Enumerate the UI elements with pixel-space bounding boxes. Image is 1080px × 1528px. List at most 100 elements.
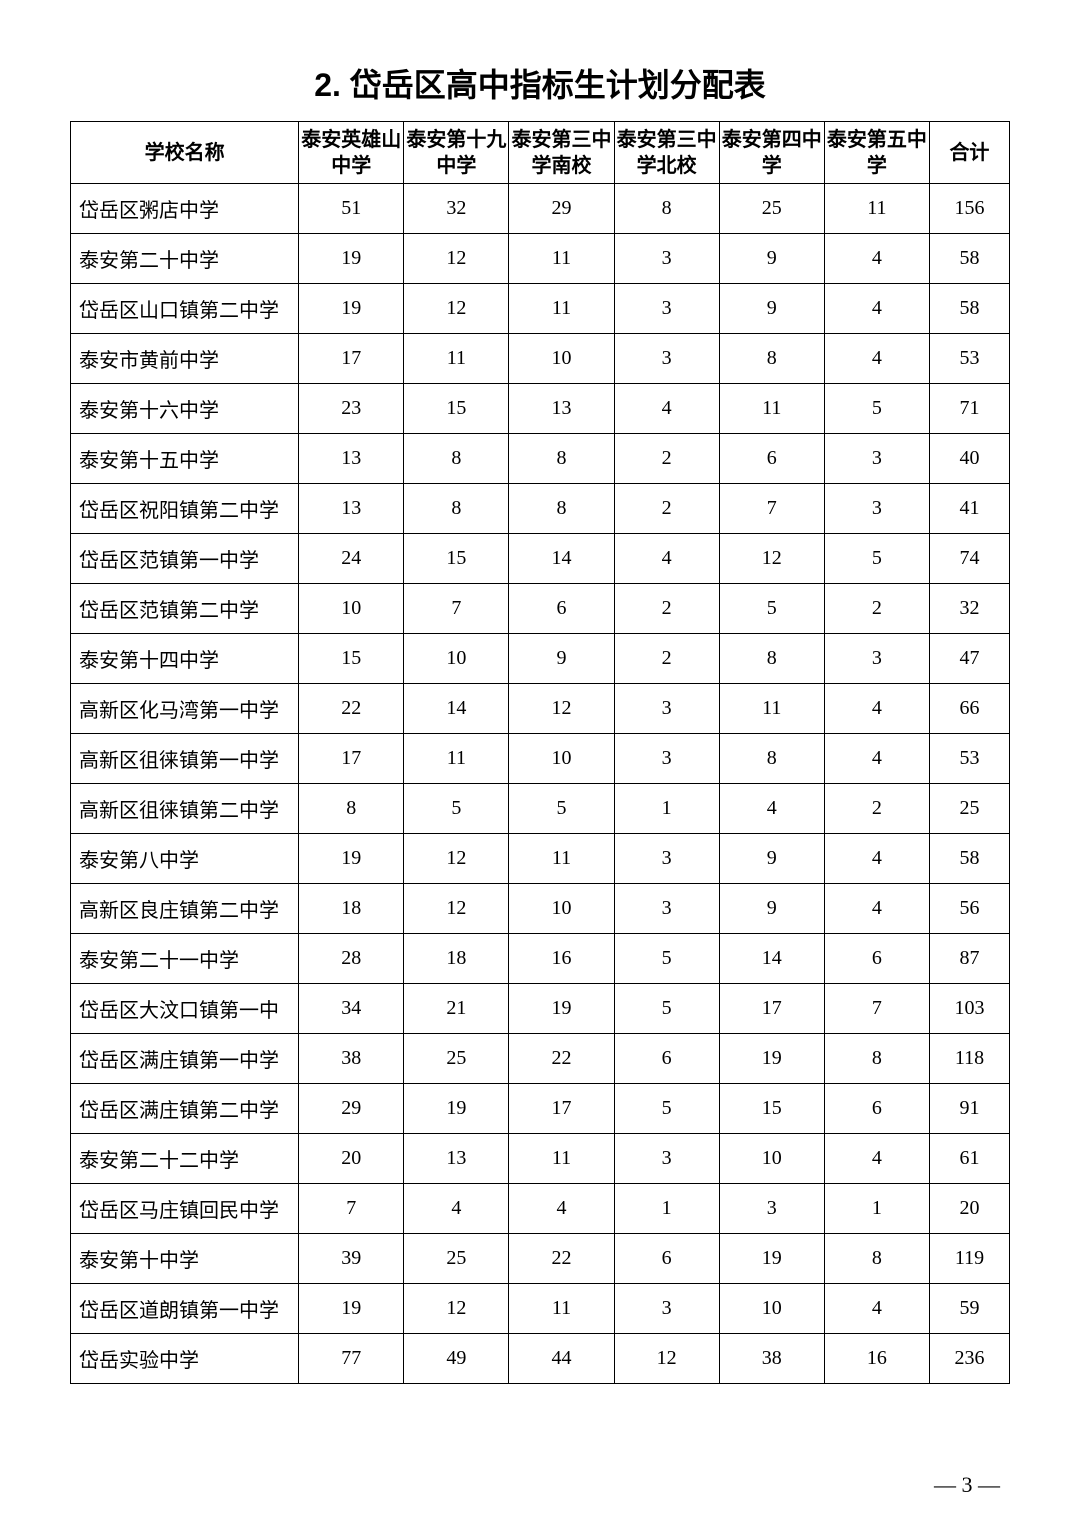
- value-cell: 12: [719, 534, 824, 584]
- value-cell: 3: [614, 234, 719, 284]
- value-cell: 4: [824, 334, 929, 384]
- value-cell: 5: [509, 784, 614, 834]
- value-cell: 10: [719, 1134, 824, 1184]
- value-cell: 58: [929, 284, 1009, 334]
- value-cell: 10: [299, 584, 404, 634]
- school-name-cell: 岱岳区满庄镇第二中学: [71, 1084, 299, 1134]
- school-name-cell: 高新区化马湾第一中学: [71, 684, 299, 734]
- th-col6: 泰安第五中学: [824, 122, 929, 184]
- value-cell: 22: [509, 1234, 614, 1284]
- value-cell: 19: [404, 1084, 509, 1134]
- value-cell: 32: [404, 184, 509, 234]
- value-cell: 1: [614, 784, 719, 834]
- value-cell: 11: [404, 334, 509, 384]
- th-col4: 泰安第三中学北校: [614, 122, 719, 184]
- value-cell: 5: [719, 584, 824, 634]
- value-cell: 41: [929, 484, 1009, 534]
- value-cell: 5: [824, 534, 929, 584]
- value-cell: 7: [404, 584, 509, 634]
- value-cell: 38: [299, 1034, 404, 1084]
- value-cell: 56: [929, 884, 1009, 934]
- value-cell: 6: [509, 584, 614, 634]
- value-cell: 53: [929, 734, 1009, 784]
- table-row: 岱岳区祝阳镇第二中学138827341: [71, 484, 1010, 534]
- value-cell: 4: [824, 234, 929, 284]
- school-name-cell: 泰安第十四中学: [71, 634, 299, 684]
- value-cell: 3: [614, 1134, 719, 1184]
- value-cell: 14: [719, 934, 824, 984]
- value-cell: 9: [719, 834, 824, 884]
- value-cell: 11: [719, 684, 824, 734]
- value-cell: 14: [404, 684, 509, 734]
- value-cell: 3: [614, 884, 719, 934]
- table-row: 岱岳区山口镇第二中学19121139458: [71, 284, 1010, 334]
- value-cell: 5: [614, 1084, 719, 1134]
- value-cell: 24: [299, 534, 404, 584]
- school-name-cell: 岱岳区道朗镇第一中学: [71, 1284, 299, 1334]
- value-cell: 11: [824, 184, 929, 234]
- value-cell: 119: [929, 1234, 1009, 1284]
- value-cell: 8: [509, 434, 614, 484]
- value-cell: 4: [824, 884, 929, 934]
- value-cell: 58: [929, 834, 1009, 884]
- table-row: 高新区徂徕镇第一中学17111038453: [71, 734, 1010, 784]
- value-cell: 4: [614, 534, 719, 584]
- table-row: 高新区化马湾第一中学221412311466: [71, 684, 1010, 734]
- value-cell: 3: [824, 634, 929, 684]
- value-cell: 6: [614, 1034, 719, 1084]
- table-row: 高新区徂徕镇第二中学85514225: [71, 784, 1010, 834]
- value-cell: 6: [719, 434, 824, 484]
- value-cell: 2: [614, 434, 719, 484]
- value-cell: 2: [614, 634, 719, 684]
- value-cell: 15: [404, 534, 509, 584]
- value-cell: 20: [929, 1184, 1009, 1234]
- value-cell: 4: [509, 1184, 614, 1234]
- school-name-cell: 岱岳区粥店中学: [71, 184, 299, 234]
- value-cell: 3: [614, 734, 719, 784]
- value-cell: 25: [719, 184, 824, 234]
- value-cell: 10: [509, 734, 614, 784]
- value-cell: 19: [299, 834, 404, 884]
- value-cell: 15: [404, 384, 509, 434]
- value-cell: 3: [614, 834, 719, 884]
- value-cell: 12: [404, 1284, 509, 1334]
- th-col2: 泰安第十九中学: [404, 122, 509, 184]
- value-cell: 10: [719, 1284, 824, 1334]
- school-name-cell: 岱岳区范镇第一中学: [71, 534, 299, 584]
- value-cell: 16: [509, 934, 614, 984]
- school-name-cell: 岱岳区山口镇第二中学: [71, 284, 299, 334]
- value-cell: 17: [719, 984, 824, 1034]
- value-cell: 7: [719, 484, 824, 534]
- school-name-cell: 高新区徂徕镇第二中学: [71, 784, 299, 834]
- value-cell: 5: [614, 934, 719, 984]
- school-name-cell: 泰安第十中学: [71, 1234, 299, 1284]
- value-cell: 59: [929, 1284, 1009, 1334]
- table-row: 岱岳区范镇第一中学241514412574: [71, 534, 1010, 584]
- value-cell: 10: [509, 334, 614, 384]
- value-cell: 8: [719, 334, 824, 384]
- school-name-cell: 岱岳实验中学: [71, 1334, 299, 1384]
- value-cell: 17: [509, 1084, 614, 1134]
- value-cell: 4: [824, 734, 929, 784]
- value-cell: 9: [509, 634, 614, 684]
- value-cell: 61: [929, 1134, 1009, 1184]
- value-cell: 8: [404, 484, 509, 534]
- value-cell: 14: [509, 534, 614, 584]
- value-cell: 12: [404, 834, 509, 884]
- value-cell: 74: [929, 534, 1009, 584]
- value-cell: 20: [299, 1134, 404, 1184]
- table-row: 岱岳区粥店中学51322982511156: [71, 184, 1010, 234]
- value-cell: 4: [824, 1134, 929, 1184]
- value-cell: 22: [299, 684, 404, 734]
- table-row: 泰安第十五中学138826340: [71, 434, 1010, 484]
- value-cell: 9: [719, 284, 824, 334]
- school-name-cell: 泰安第二十二中学: [71, 1134, 299, 1184]
- value-cell: 12: [404, 284, 509, 334]
- value-cell: 9: [719, 884, 824, 934]
- table-row: 岱岳区满庄镇第二中学291917515691: [71, 1084, 1010, 1134]
- th-col3: 泰安第三中学南校: [509, 122, 614, 184]
- value-cell: 19: [299, 284, 404, 334]
- value-cell: 11: [509, 1134, 614, 1184]
- value-cell: 47: [929, 634, 1009, 684]
- value-cell: 4: [614, 384, 719, 434]
